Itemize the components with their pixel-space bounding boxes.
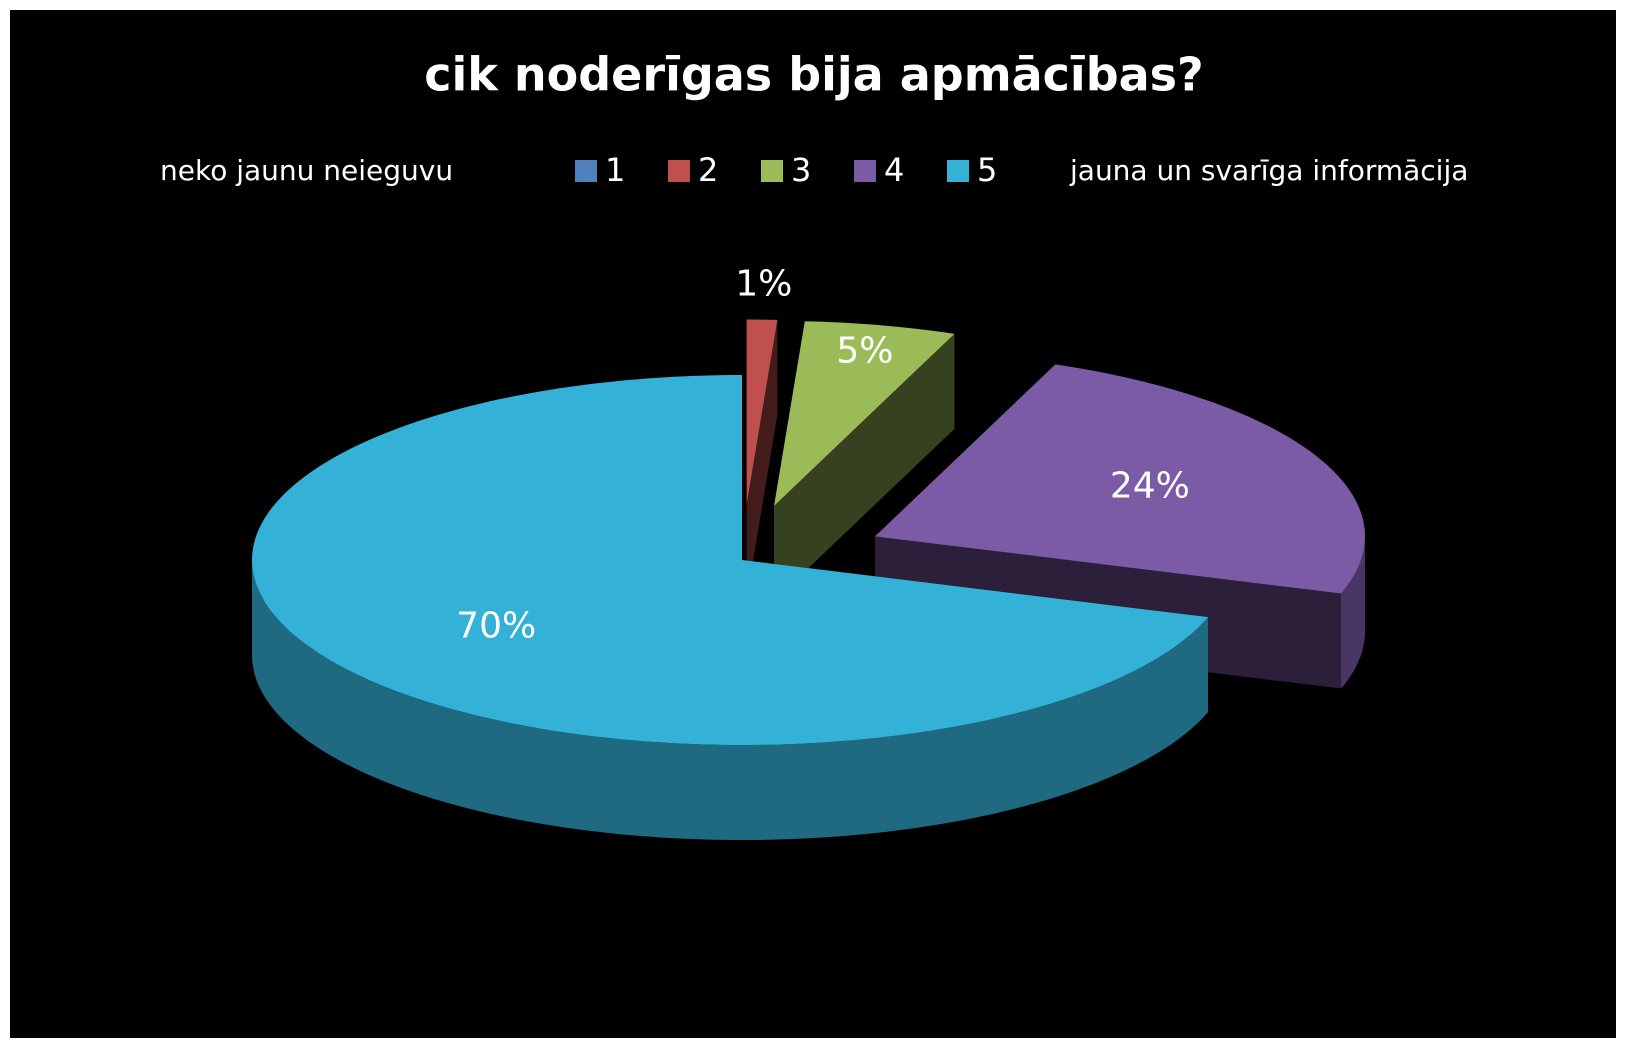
slice-top (252, 375, 1209, 745)
legend-swatch (668, 160, 690, 182)
legend-swatch (854, 160, 876, 182)
slice (774, 321, 955, 601)
slice-wall (746, 319, 778, 600)
legend-swatch (947, 160, 969, 182)
legend-label: 3 (791, 151, 811, 189)
slice-top (875, 364, 1366, 594)
data-label: 70% (456, 605, 536, 646)
legend-label: 5 (977, 151, 997, 189)
legend-right-text: jauna un svarīga informācija (1069, 154, 1468, 187)
slice-wall (774, 333, 955, 601)
slice-side (1341, 536, 1366, 689)
data-label: 1% (735, 263, 792, 304)
legend-swatch (575, 160, 597, 182)
legend-swatch (761, 160, 783, 182)
legend-label: 4 (884, 151, 904, 189)
slice-side (252, 560, 1209, 840)
slice-top (746, 319, 778, 505)
slice (746, 319, 778, 600)
chart-title: cik noderīgas bija apmācības? (424, 48, 1203, 102)
legend-left-text: neko jaunu neieguvu (160, 154, 453, 187)
data-label: 5% (836, 330, 893, 371)
slice (252, 375, 1209, 840)
data-label: 24% (1110, 466, 1190, 507)
slice-top (774, 321, 955, 506)
legend-label: 1 (605, 151, 625, 189)
legend-label: 2 (698, 151, 718, 189)
